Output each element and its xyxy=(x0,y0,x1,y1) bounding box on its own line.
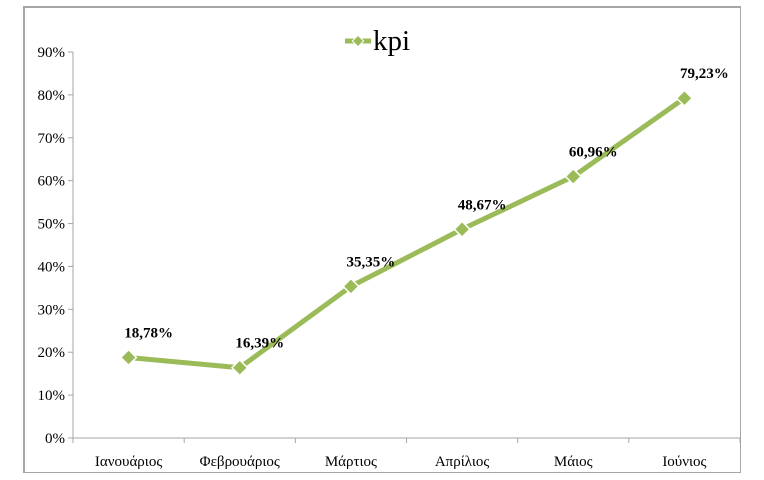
series-kpi xyxy=(119,89,694,377)
legend: kpi xyxy=(345,25,410,57)
data-labels: 18,78% 16,39% 35,35% 48,67% 60,96% 79,23% xyxy=(124,66,729,352)
legend-label: kpi xyxy=(373,25,410,57)
y-tick-label: 50% xyxy=(38,217,66,233)
y-tick-label: 40% xyxy=(38,259,66,275)
x-category-label: Απρίλιος xyxy=(435,454,490,470)
data-point-marker-icon xyxy=(564,167,583,186)
y-tick-label: 0% xyxy=(45,431,65,447)
data-point-marker-icon xyxy=(675,89,694,108)
y-tick-label: 90% xyxy=(38,45,66,61)
y-tick-label: 20% xyxy=(38,345,66,361)
x-category-label: Φεβρουάριος xyxy=(200,454,280,470)
x-axis: Ιανουάριος Φεβρουάριος Μάρτιος Απρίλιος Μάιο… xyxy=(72,437,741,470)
y-axis: 0% 10% 20% 30% 40% 50% 60% 70% 80% 90% xyxy=(38,45,74,447)
data-label: 48,67% xyxy=(458,197,507,213)
data-label: 60,96% xyxy=(569,145,618,161)
y-tick-label: 60% xyxy=(38,174,66,190)
y-tick-label: 30% xyxy=(38,302,66,318)
data-label: 79,23% xyxy=(680,66,729,82)
x-category-label: Ιανουάριος xyxy=(95,454,162,470)
data-point-marker-icon xyxy=(453,220,471,239)
x-category-label: Μάιος xyxy=(554,454,593,470)
x-category-label: Μάρτιος xyxy=(325,454,377,470)
data-label: 16,39% xyxy=(235,336,284,352)
x-category-label: Ιούνιος xyxy=(662,454,706,470)
chart-frame xyxy=(23,6,741,473)
data-point-marker-icon xyxy=(119,348,138,367)
legend-marker-icon xyxy=(351,34,365,48)
y-tick-label: 80% xyxy=(38,88,66,104)
y-tick-label: 10% xyxy=(38,388,66,404)
data-point-marker-icon xyxy=(230,358,249,377)
data-point-marker-icon xyxy=(342,277,360,296)
data-label: 18,78% xyxy=(124,325,173,341)
data-label: 35,35% xyxy=(347,254,396,270)
y-tick-label: 70% xyxy=(38,131,66,147)
